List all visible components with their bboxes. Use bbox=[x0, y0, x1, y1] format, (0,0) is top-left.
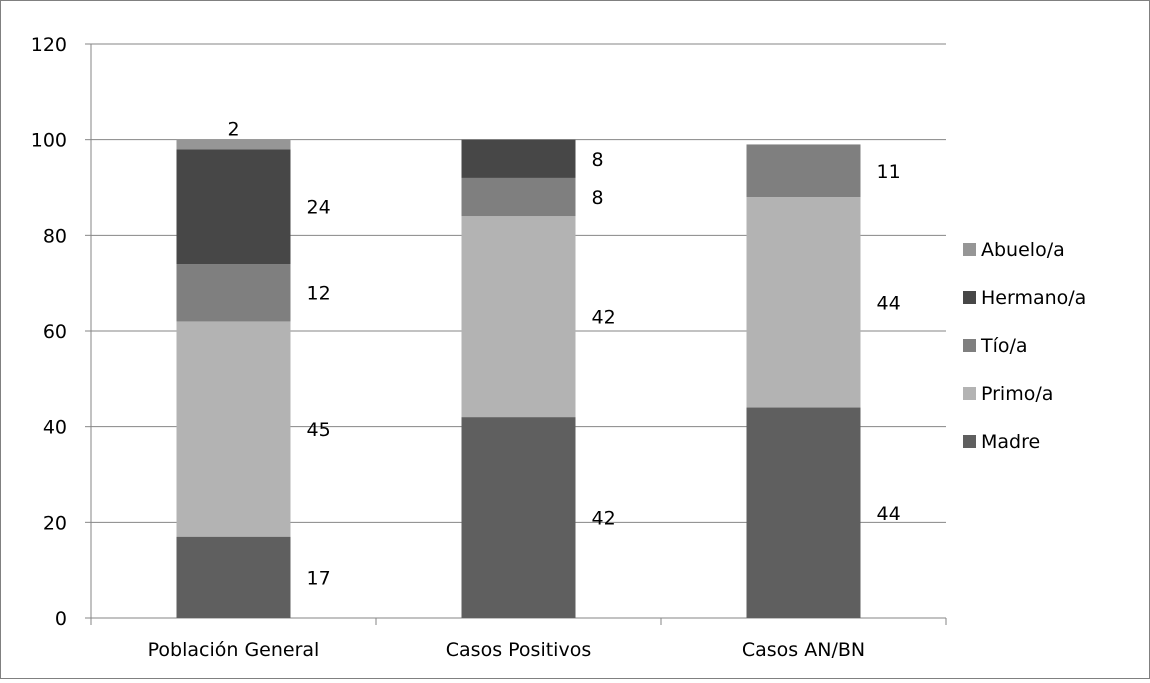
legend-swatch bbox=[963, 243, 976, 256]
bar-segment-primo-a bbox=[176, 321, 291, 537]
legend-swatch bbox=[963, 435, 976, 448]
bar-segment-t-o-a bbox=[746, 144, 861, 198]
data-label: 24 bbox=[307, 197, 331, 219]
bars bbox=[176, 139, 861, 618]
legend-swatch bbox=[963, 387, 976, 400]
data-label: 8 bbox=[592, 149, 604, 171]
data-label: 42 bbox=[592, 307, 616, 329]
legend-label: Tío/a bbox=[980, 335, 1028, 357]
x-category-label: Casos AN/BN bbox=[742, 639, 865, 661]
data-labels: 17 45 12 24 2 42 42 8 8 44 44 11 bbox=[227, 119, 900, 590]
data-label: 45 bbox=[307, 419, 331, 441]
y-tick-label: 100 bbox=[31, 130, 67, 152]
legend-label: Hermano/a bbox=[981, 287, 1086, 309]
legend-swatch bbox=[963, 339, 976, 352]
bar-segment-madre bbox=[176, 536, 291, 618]
bar-segment-madre bbox=[746, 407, 861, 618]
bar-segment-hermano-a bbox=[176, 149, 291, 265]
y-tick-label: 60 bbox=[43, 321, 67, 343]
y-tick-label: 0 bbox=[55, 608, 67, 630]
data-label: 2 bbox=[227, 119, 239, 141]
data-label: 11 bbox=[877, 161, 901, 183]
legend-label: Madre bbox=[981, 431, 1040, 453]
x-category-label: Población General bbox=[148, 639, 320, 661]
data-label: 8 bbox=[592, 187, 604, 209]
bar-segment-hermano-a bbox=[461, 139, 576, 178]
bar-segment-abuelo-a bbox=[176, 139, 291, 150]
legend-swatch bbox=[963, 291, 976, 304]
bar-segment-primo-a bbox=[746, 197, 861, 408]
y-tick-label: 40 bbox=[43, 417, 67, 439]
data-label: 44 bbox=[877, 292, 901, 314]
legend-label: Primo/a bbox=[981, 383, 1053, 405]
bar-segment-t-o-a bbox=[176, 264, 291, 322]
legend: Abuelo/a Hermano/a Tío/a Primo/a Madre bbox=[963, 239, 1086, 453]
y-tick-label: 20 bbox=[43, 512, 67, 534]
bar-segment-t-o-a bbox=[461, 177, 576, 217]
x-category-label: Casos Positivos bbox=[446, 639, 591, 661]
data-label: 44 bbox=[877, 503, 901, 525]
y-tick-label: 80 bbox=[43, 225, 67, 247]
legend-label: Abuelo/a bbox=[981, 239, 1065, 261]
bar-segment-primo-a bbox=[461, 216, 576, 418]
data-label: 17 bbox=[307, 567, 331, 589]
data-label: 12 bbox=[307, 283, 331, 305]
data-label: 42 bbox=[592, 508, 616, 530]
y-tick-label: 120 bbox=[31, 34, 67, 56]
bar-segment-madre bbox=[461, 417, 576, 618]
